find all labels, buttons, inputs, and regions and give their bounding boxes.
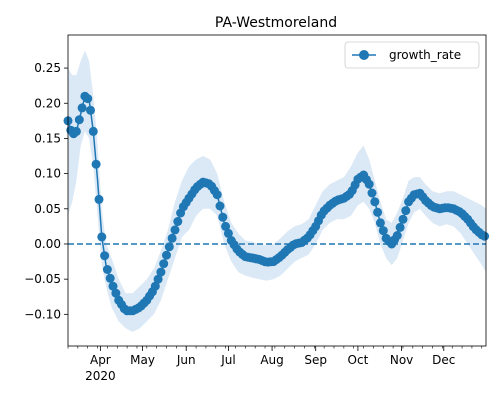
- data-point: [392, 231, 402, 240]
- data-point: [111, 288, 121, 298]
- confidence-band: [68, 50, 486, 332]
- data-point: [159, 259, 169, 269]
- y-tick-label: 0.15: [34, 131, 61, 145]
- legend-label: growth_rate: [389, 48, 461, 62]
- data-point: [373, 207, 383, 217]
- data-point: [364, 179, 374, 189]
- y-tick-label: 0.00: [34, 237, 61, 251]
- x-tick-label: Oct: [348, 353, 369, 367]
- y-tick-label: −0.05: [24, 272, 61, 286]
- x-tick-label: Apr: [90, 353, 111, 367]
- data-point: [212, 190, 222, 200]
- data-point: [401, 206, 411, 216]
- y-tick-label: −0.10: [24, 307, 61, 321]
- x-tick-label: Jul: [220, 353, 235, 367]
- x-tick-label: Sep: [304, 353, 327, 367]
- data-point: [218, 212, 228, 222]
- data-point: [170, 225, 180, 235]
- plot-frame: [67, 34, 487, 347]
- data-point: [215, 201, 225, 211]
- data-point: [86, 105, 95, 115]
- data-point: [153, 274, 163, 284]
- data-point: [150, 281, 160, 291]
- data-point: [77, 103, 87, 113]
- y-tick-label: 0.20: [34, 96, 61, 110]
- data-point: [91, 159, 101, 169]
- data-point: [221, 221, 231, 231]
- y-tick-label: 0.05: [34, 202, 61, 216]
- chart-title: PA-Westmoreland: [215, 15, 337, 31]
- data-point: [395, 222, 405, 232]
- x-tick-label: Aug: [260, 353, 283, 367]
- data-point: [223, 228, 233, 238]
- data-point: [367, 188, 377, 198]
- data-point: [398, 214, 408, 224]
- data-point: [370, 197, 380, 207]
- y-tick-label: 0.10: [34, 167, 61, 181]
- x-tick-label: Nov: [390, 353, 413, 367]
- data-point: [162, 250, 171, 260]
- data-point: [156, 267, 166, 277]
- y-tick-label: 0.25: [34, 61, 61, 75]
- data-point: [97, 232, 107, 242]
- data-point: [102, 265, 112, 274]
- data-point: [108, 281, 118, 291]
- data-point: [71, 126, 81, 136]
- data-point: [74, 115, 84, 125]
- legend-marker: [359, 50, 369, 60]
- legend: growth_rate: [344, 41, 480, 69]
- data-point: [167, 233, 177, 243]
- x-tick-label: May: [130, 353, 155, 367]
- data-point: [378, 226, 388, 236]
- data-point: [94, 194, 104, 204]
- data-point: [105, 273, 115, 283]
- x-year-label: 2020: [85, 369, 116, 383]
- data-point: [480, 231, 490, 241]
- data-point: [100, 251, 110, 261]
- x-tick-label: Dec: [432, 353, 455, 367]
- x-tick-label: Jun: [176, 353, 196, 367]
- data-point: [375, 218, 385, 228]
- legend-box: [344, 41, 480, 69]
- data-point: [88, 126, 98, 136]
- data-point: [173, 217, 183, 226]
- data-point: [83, 94, 93, 104]
- data-point: [164, 242, 174, 252]
